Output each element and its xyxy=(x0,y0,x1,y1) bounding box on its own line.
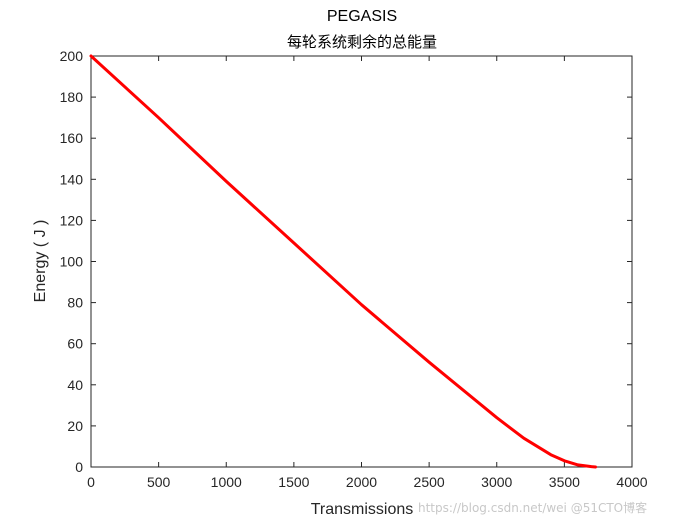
y-tick-label: 200 xyxy=(60,48,84,64)
y-tick-label: 40 xyxy=(67,377,83,393)
y-tick-label: 180 xyxy=(60,89,84,105)
series-line xyxy=(89,54,597,469)
watermark: https://blog.csdn.net/wei @51CTO博客 xyxy=(418,500,647,515)
y-tick-label: 100 xyxy=(60,254,84,270)
chart-subtitle: 每轮系统剩余的总能量 xyxy=(287,33,437,51)
x-tick-label: 3500 xyxy=(549,474,580,490)
y-tick-label: 80 xyxy=(67,295,83,311)
x-tick-label: 4000 xyxy=(616,474,647,490)
x-tick-label: 2500 xyxy=(414,474,445,490)
y-tick-label: 120 xyxy=(60,212,84,228)
x-tick-label: 0 xyxy=(87,474,95,490)
plot-box xyxy=(90,55,633,468)
x-tick-label: 2000 xyxy=(346,474,377,490)
y-tick-label: 140 xyxy=(60,171,84,187)
x-tick-label: 3000 xyxy=(481,474,512,490)
chart-title: PEGASIS xyxy=(327,8,397,25)
y-tick-label: 160 xyxy=(60,130,84,146)
series-group xyxy=(89,54,597,469)
axes: 0 500 1000 1500 2000 2500 3000 3500 4000 0 20 40 60 8… xyxy=(60,48,648,490)
y-tick-label: 60 xyxy=(67,336,83,352)
y-tick-label: 0 xyxy=(75,459,83,475)
y-axis-label: Energy ( J ) xyxy=(32,220,49,303)
y-tick-label: 20 xyxy=(67,418,83,434)
x-tick-label: 500 xyxy=(147,474,171,490)
x-tick-label: 1500 xyxy=(278,474,309,490)
x-tick-label: 1000 xyxy=(211,474,242,490)
x-axis-label: Transmissions xyxy=(311,501,414,518)
